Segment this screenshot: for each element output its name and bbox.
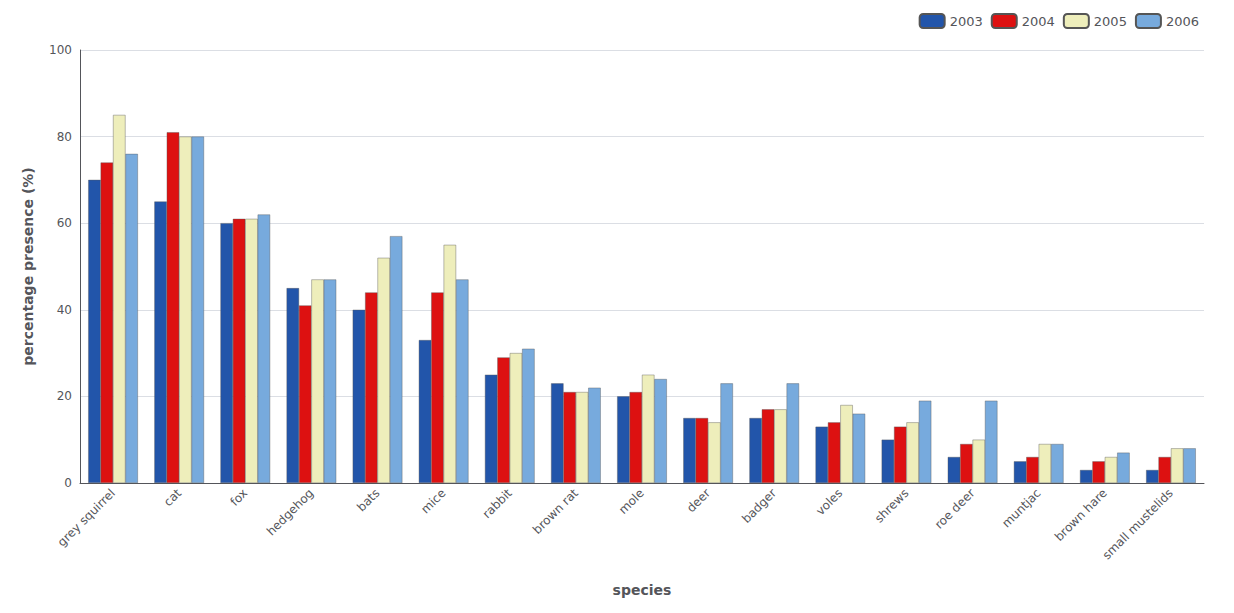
svg-text:2005: 2005	[1094, 14, 1127, 29]
svg-text:100: 100	[49, 43, 72, 57]
svg-text:shrews: shrews	[872, 486, 912, 526]
svg-text:species: species	[613, 582, 672, 598]
svg-text:bats: bats	[354, 486, 382, 514]
svg-text:percentage presence (%): percentage presence (%)	[20, 167, 36, 365]
svg-text:grey squirrel: grey squirrel	[55, 486, 118, 549]
svg-text:roe deer: roe deer	[932, 486, 978, 532]
svg-text:small mustelids: small mustelids	[1100, 486, 1176, 562]
svg-text:20: 20	[57, 389, 72, 403]
svg-text:hedgehog: hedgehog	[264, 486, 316, 538]
svg-text:2006: 2006	[1166, 14, 1199, 29]
svg-text:fox: fox	[227, 486, 250, 509]
svg-text:rabbit: rabbit	[480, 486, 515, 521]
svg-text:80: 80	[57, 130, 72, 144]
svg-text:brown hare: brown hare	[1052, 486, 1110, 544]
svg-text:2003: 2003	[950, 14, 983, 29]
svg-text:muntjac: muntjac	[999, 486, 1043, 530]
svg-text:voles: voles	[813, 486, 845, 518]
svg-text:mole: mole	[616, 486, 647, 517]
svg-text:deer: deer	[684, 486, 713, 515]
svg-text:mice: mice	[418, 486, 448, 516]
svg-text:cat: cat	[161, 486, 184, 509]
svg-text:2004: 2004	[1022, 14, 1055, 29]
svg-text:badger: badger	[739, 486, 779, 526]
svg-text:40: 40	[57, 303, 72, 317]
svg-text:0: 0	[64, 476, 72, 490]
svg-text:60: 60	[57, 216, 72, 230]
svg-text:brown rat: brown rat	[530, 486, 581, 537]
